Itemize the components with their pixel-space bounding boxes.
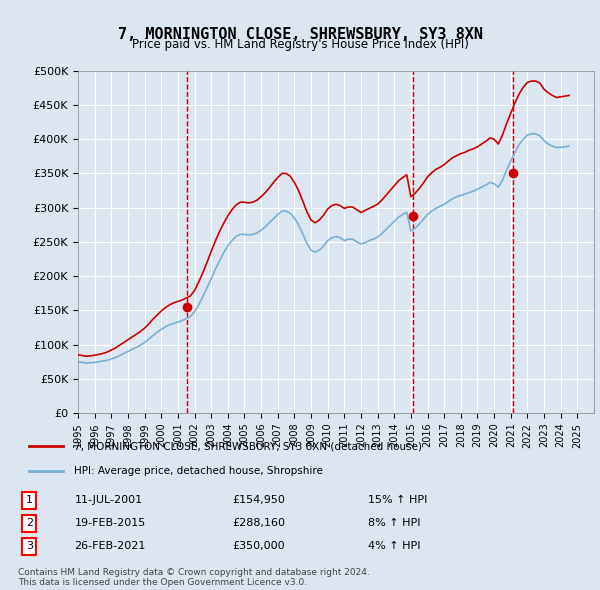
Text: 15% ↑ HPI: 15% ↑ HPI	[368, 496, 427, 506]
Text: 19-FEB-2015: 19-FEB-2015	[74, 519, 146, 529]
Text: 8% ↑ HPI: 8% ↑ HPI	[368, 519, 420, 529]
Text: 11-JUL-2001: 11-JUL-2001	[74, 496, 143, 506]
Text: 7, MORNINGTON CLOSE, SHREWSBURY, SY3 8XN: 7, MORNINGTON CLOSE, SHREWSBURY, SY3 8XN	[118, 27, 482, 41]
Text: 7, MORNINGTON CLOSE, SHREWSBURY, SY3 8XN (detached house): 7, MORNINGTON CLOSE, SHREWSBURY, SY3 8XN…	[74, 441, 422, 451]
Text: HPI: Average price, detached house, Shropshire: HPI: Average price, detached house, Shro…	[74, 466, 323, 476]
Text: 4% ↑ HPI: 4% ↑ HPI	[368, 542, 420, 552]
Text: 3: 3	[26, 542, 33, 552]
Text: 1: 1	[0, 589, 1, 590]
Text: 2: 2	[26, 519, 33, 529]
Text: £350,000: £350,000	[232, 542, 285, 552]
Text: Price paid vs. HM Land Registry's House Price Index (HPI): Price paid vs. HM Land Registry's House …	[131, 38, 469, 51]
Text: £288,160: £288,160	[232, 519, 286, 529]
Text: 3: 3	[0, 589, 1, 590]
Text: Contains HM Land Registry data © Crown copyright and database right 2024.
This d: Contains HM Land Registry data © Crown c…	[18, 568, 370, 587]
Text: 2: 2	[0, 589, 1, 590]
Text: 1: 1	[26, 496, 33, 506]
Text: £154,950: £154,950	[232, 496, 285, 506]
Text: 26-FEB-2021: 26-FEB-2021	[74, 542, 146, 552]
